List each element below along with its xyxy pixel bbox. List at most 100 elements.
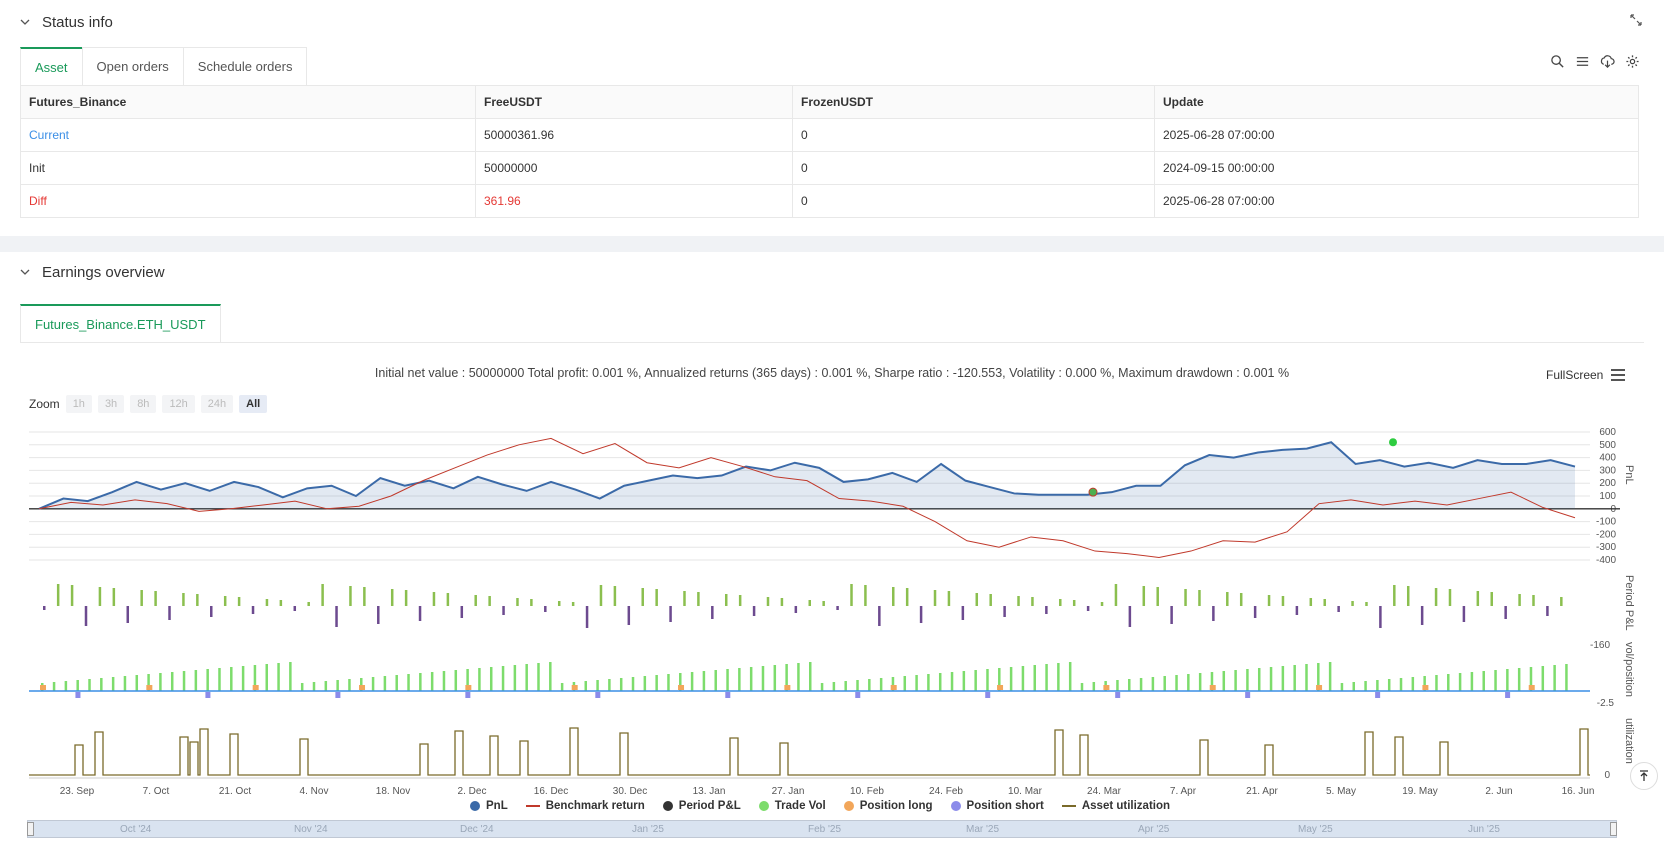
earnings-overview-panel: Earnings overview Futures_Binance.ETH_US…: [0, 252, 1664, 845]
search-icon[interactable]: [1550, 54, 1565, 69]
trade-vol-bar: [820, 683, 824, 691]
chevron-down-icon[interactable]: [20, 17, 30, 27]
trade-vol-bar: [466, 669, 469, 691]
period-pnl-bar: [446, 593, 450, 606]
trade-vol-bar: [1257, 668, 1261, 691]
period-pnl-bar: [1281, 596, 1285, 606]
legend-label: Benchmark return: [545, 800, 645, 812]
download-icon[interactable]: [1600, 54, 1615, 69]
trade-vol-bar: [1092, 682, 1096, 691]
period-pnl-bar: [1212, 606, 1215, 621]
period-pnl-bar: [711, 606, 714, 619]
legend-item-asset-utilization[interactable]: Asset utilization: [1061, 800, 1170, 812]
zoom-24h-button[interactable]: 24h: [200, 395, 234, 413]
tab-schedule-orders[interactable]: Schedule orders: [182, 47, 308, 85]
position-short-marker: [985, 692, 991, 698]
period-pnl-bar: [363, 587, 366, 606]
legend-item-trade-vol[interactable]: Trade Vol: [758, 800, 826, 812]
legend-item-position-long[interactable]: Position long: [843, 800, 933, 812]
pnl-tick-label: -300: [1596, 542, 1616, 553]
period-pnl-bar: [154, 591, 157, 606]
trade-vol-bar: [974, 670, 977, 691]
period-pnl-bar: [1504, 606, 1507, 619]
trade-vol-bar: [277, 663, 280, 691]
period-pnl-bar: [905, 588, 909, 606]
chart-menu-icon[interactable]: [1610, 368, 1626, 382]
position-short-marker: [465, 692, 471, 698]
period-pnl-bar: [265, 599, 269, 606]
chart-legend: PnL Benchmark return Period P&L Trade Vo…: [470, 800, 1170, 812]
vol-tick-label: -2.5: [1597, 698, 1615, 709]
trade-vol-bar: [371, 677, 375, 691]
earnings-overview-header[interactable]: Earnings overview: [20, 260, 165, 284]
fullscreen-button[interactable]: FullScreen: [1546, 368, 1604, 382]
trade-vol-bar: [1269, 667, 1273, 691]
legend-item-position-short[interactable]: Position short: [950, 800, 1044, 812]
position-short-marker: [1375, 692, 1381, 698]
trade-vol-bar: [537, 663, 540, 691]
trade-vol-bar: [182, 671, 186, 691]
collapse-icon[interactable]: [1630, 14, 1642, 26]
position-long-marker: [40, 685, 46, 690]
zoom-all-button[interactable]: All: [239, 395, 268, 413]
period-pnl-bar: [460, 606, 464, 618]
list-icon[interactable]: [1575, 54, 1590, 69]
legend-item-pnl[interactable]: PnL: [470, 800, 508, 812]
trade-vol-bar: [1151, 677, 1155, 691]
legend-item-benchmark[interactable]: Benchmark return: [525, 800, 645, 812]
period-pnl-bar: [613, 586, 617, 606]
period-pnl-bar: [502, 606, 505, 615]
zoom-8h-button[interactable]: 8h: [130, 395, 157, 413]
trade-vol-bar: [1317, 663, 1320, 691]
trade-vol-bar: [336, 680, 339, 691]
trade-vol-bar: [1376, 680, 1379, 691]
legend-item-period-pnl[interactable]: Period P&L: [662, 800, 741, 812]
chart-navigator[interactable]: Oct '24 Nov '24 Dec '24 Jan '25 Feb '25 …: [27, 820, 1617, 838]
position-short-marker: [205, 692, 211, 698]
trade-vol-bar: [1281, 666, 1285, 691]
chevron-down-icon[interactable]: [20, 267, 30, 277]
settings-icon[interactable]: [1625, 54, 1640, 69]
trade-vol-bar: [667, 674, 670, 691]
trade-vol-bar: [206, 669, 209, 691]
zoom-3h-button[interactable]: 3h: [97, 395, 125, 413]
trade-vol-bar: [1529, 667, 1533, 691]
period-pnl-bar: [1059, 599, 1062, 606]
period-pnl-bar: [56, 584, 60, 606]
trade-vol-bar: [312, 682, 316, 691]
scroll-to-top-button[interactable]: [1630, 762, 1658, 790]
tab-asset[interactable]: Asset: [20, 47, 83, 85]
x-tick-label: 21. Apr: [1246, 786, 1278, 797]
trade-vol-bar: [1175, 675, 1178, 691]
navigator-left-handle[interactable]: [27, 822, 34, 836]
trade-vol-bar: [419, 673, 422, 691]
tab-open-orders[interactable]: Open orders: [81, 47, 184, 85]
benchmark-line: [38, 437, 1576, 558]
row-label-current[interactable]: Current: [20, 118, 476, 152]
position-long-marker: [997, 685, 1004, 690]
trade-vol-bar: [218, 668, 221, 691]
period-axis-label: Period P&L: [1623, 575, 1635, 631]
trade-vol-bar: [1246, 669, 1249, 691]
period-pnl-bar: [404, 590, 408, 606]
zoom-1h-button[interactable]: 1h: [65, 395, 92, 413]
tab-futures-binance-eth-usdt[interactable]: Futures_Binance.ETH_USDT: [20, 304, 221, 342]
position-short-marker: [595, 692, 601, 698]
period-pnl-bar: [766, 597, 770, 606]
period-pnl-bar: [571, 602, 575, 606]
status-info-header[interactable]: Status info: [20, 10, 113, 34]
period-pnl-bar: [1462, 606, 1466, 622]
navigator-right-handle[interactable]: [1610, 822, 1617, 836]
period-pnl-bar: [627, 606, 631, 625]
trade-vol-bar: [856, 680, 859, 691]
trade-vol-bar: [430, 672, 434, 691]
zoom-12h-button[interactable]: 12h: [162, 395, 195, 413]
table-cell: 2025-06-28 07:00:00: [1154, 184, 1639, 218]
period-pnl-bar: [641, 588, 644, 606]
trade-vol-bar: [525, 664, 528, 691]
position-short-marker: [335, 692, 341, 698]
col-header-update: Update: [1154, 85, 1639, 119]
earnings-overview-title: Earnings overview: [42, 263, 165, 281]
trade-vol-bar: [1293, 665, 1296, 691]
x-tick-label: 4. Nov: [300, 786, 329, 797]
